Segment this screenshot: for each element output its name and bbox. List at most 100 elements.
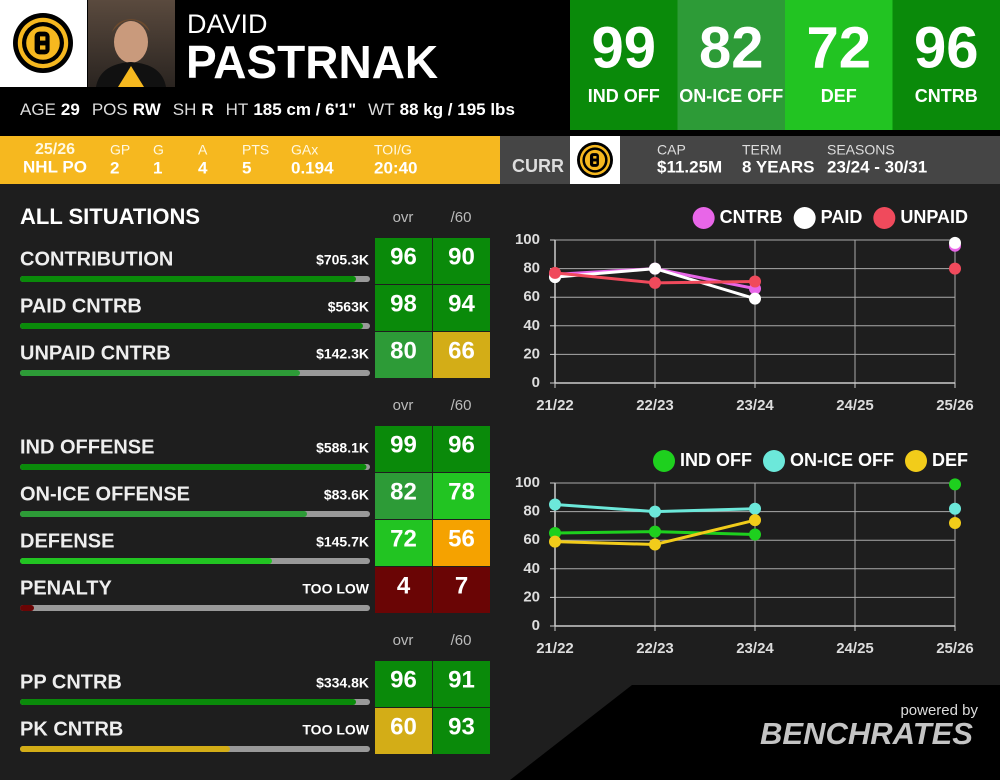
bio-label: AGE: [20, 100, 56, 119]
data-point: [649, 262, 661, 275]
metric-name: UNPAID CNTRB: [20, 342, 171, 364]
ovr-cell: [375, 661, 432, 707]
legend-label: PAID: [821, 207, 863, 227]
data-point: [549, 498, 561, 511]
bar-fill: [20, 464, 367, 470]
data-point: [649, 505, 661, 518]
data-point: [749, 292, 761, 305]
stat-label: GAx: [291, 142, 318, 158]
metric-name: PAID CNTRB: [20, 295, 142, 317]
photo-hair: [112, 19, 150, 32]
stat-value: 1: [153, 158, 162, 177]
rating-value: 96: [914, 15, 979, 80]
x-tick-label: 22/23: [636, 640, 674, 657]
per60-value: 66: [448, 337, 475, 364]
per60-cell: [433, 332, 490, 378]
season: 25/26: [35, 141, 75, 158]
x-tick-label: 23/24: [736, 397, 774, 414]
per60-cell: [433, 473, 490, 519]
legend-label: DEF: [932, 450, 968, 470]
x-tick-label: 21/22: [536, 397, 574, 414]
contract-item-label: SEASONS: [827, 142, 895, 158]
legend-swatch: [873, 207, 896, 229]
ovr-value: 99: [390, 431, 417, 458]
ovr-cell: [375, 708, 432, 754]
metric-value: $563K: [328, 299, 369, 315]
per60-value: 7: [455, 572, 468, 599]
contract-item-label: TERM: [742, 142, 782, 158]
data-point: [549, 266, 561, 279]
data-point: [549, 535, 561, 548]
y-tick-label: 100: [515, 231, 540, 248]
rating-value: 82: [699, 15, 764, 80]
ovr-value: 96: [390, 666, 417, 693]
ovr-cell: [375, 238, 432, 284]
x-tick-label: 25/26: [936, 397, 974, 414]
ovr-cell: [375, 332, 432, 378]
bar-fill: [20, 746, 230, 752]
contract-item-value: 8 YEARS: [742, 157, 814, 176]
per60-cell: [433, 661, 490, 707]
bio-value: RW: [133, 100, 162, 119]
rating-label: IND OFF: [588, 86, 660, 106]
bar-track: [20, 605, 370, 611]
x-tick-label: 24/25: [836, 640, 874, 657]
contract-label: CURR: [512, 156, 564, 176]
y-tick-label: 40: [523, 317, 540, 334]
rating-label: ON-ICE OFF: [679, 86, 783, 106]
ovr-value: 4: [397, 572, 411, 599]
per60-value: 93: [448, 713, 475, 740]
ovr-cell: [375, 473, 432, 519]
metric-name: IND OFFENSE: [20, 436, 154, 458]
y-tick-label: 20: [523, 345, 540, 362]
powered-by: powered by: [900, 702, 978, 719]
ovr-cell: [375, 285, 432, 331]
legend-swatch: [793, 207, 816, 229]
metric-name: PP CNTRB: [20, 671, 122, 693]
bio-label: HT: [226, 100, 249, 119]
bar-fill: [20, 605, 34, 611]
bar-fill: [20, 699, 356, 705]
bar-fill: [20, 323, 363, 329]
logo-b-gap: [593, 161, 597, 164]
x-tick-label: 23/24: [736, 640, 774, 657]
x-tick-label: 24/25: [836, 397, 874, 414]
stat-label: G: [153, 142, 164, 158]
stat-label: PTS: [242, 142, 269, 158]
contract-item-value: 23/24 - 30/31: [827, 157, 927, 176]
main-panel: [0, 184, 1000, 780]
per60-cell: [433, 567, 490, 613]
per60-cell: [433, 520, 490, 566]
per60-value: 94: [448, 290, 475, 317]
rating-box: [677, 0, 785, 130]
metric-name: PK CNTRB: [20, 718, 123, 740]
legend-swatch: [653, 450, 675, 472]
y-tick-label: 60: [523, 531, 540, 548]
y-tick-label: 0: [532, 374, 540, 391]
rating-label: CNTRB: [915, 86, 978, 106]
metric-value: $588.1K: [316, 440, 369, 456]
column-header: /60: [451, 632, 472, 649]
logo-b-gap: [593, 156, 597, 159]
data-point: [549, 527, 561, 540]
data-point: [749, 514, 761, 527]
stat-value: 20:40: [374, 158, 417, 177]
section-title: ALL SITUATIONS: [20, 204, 200, 229]
stat-value: 2: [110, 158, 119, 177]
per60-value: 91: [448, 666, 475, 693]
metric-value: TOO LOW: [302, 722, 369, 738]
metric-value: $142.3K: [316, 346, 369, 362]
data-point: [749, 528, 761, 541]
y-tick-label: 60: [523, 288, 540, 305]
ovr-value: 60: [390, 713, 417, 740]
ovr-cell: [375, 567, 432, 613]
metric-value: TOO LOW: [302, 581, 369, 597]
stat-label: TOI/G: [374, 142, 412, 158]
bar-fill: [20, 276, 356, 282]
logo-b-gap: [40, 45, 46, 50]
y-tick-label: 20: [523, 588, 540, 605]
bar-fill: [20, 370, 300, 376]
per60-cell: [433, 238, 490, 284]
